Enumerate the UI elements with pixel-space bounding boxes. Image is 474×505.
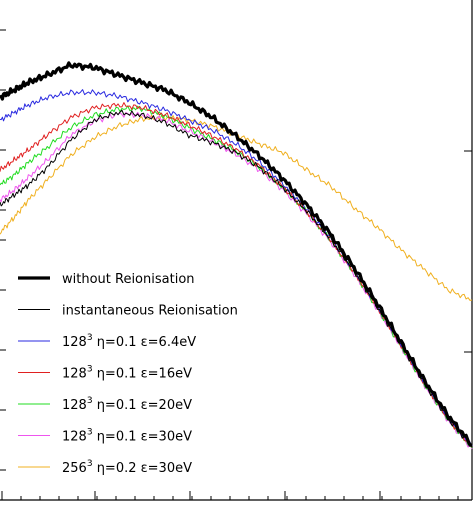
legend-label: instantaneous Reionisation: [62, 304, 238, 319]
legend-label: 1283 η=0.1 ε=30eV: [62, 428, 192, 445]
legend-label-sup: 3: [87, 459, 93, 469]
legend: without Reionisation instantaneous Reioni…: [18, 272, 238, 476]
legend-item: 1283 η=0.1 ε=30eV: [18, 428, 192, 445]
legend-label: 2563 η=0.2 ε=30eV: [62, 459, 192, 476]
legend-label-prefix: 128: [62, 335, 87, 350]
legend-label-rest: η=0.1 ε=20eV: [93, 398, 193, 413]
legend-label: 1283 η=0.1 ε=16eV: [62, 365, 192, 382]
legend-label-rest: η=0.1 ε=16eV: [93, 367, 193, 382]
legend-label: without Reionisation: [62, 272, 195, 287]
legend-label-prefix: 256: [62, 461, 87, 476]
series-line-6: [0, 114, 473, 301]
series-line-2: [0, 89, 473, 447]
legend-item: instantaneous Reionisation: [18, 304, 238, 319]
legend-item: without Reionisation: [18, 272, 195, 287]
series-line-0: [0, 61, 473, 447]
legend-label-prefix: 128: [62, 367, 87, 382]
legend-item: 1283 η=0.1 ε=16eV: [18, 365, 192, 382]
legend-item: 2563 η=0.2 ε=30eV: [18, 459, 192, 476]
legend-item: 1283 η=0.1 ε=20eV: [18, 396, 192, 413]
legend-label-prefix: 128: [62, 430, 87, 445]
legend-label-prefix: instantaneous Reionisation: [62, 304, 238, 319]
legend-label-sup: 3: [87, 365, 93, 375]
legend-label-rest: η=0.2 ε=30eV: [93, 461, 193, 476]
legend-label: 1283 η=0.1 ε=20eV: [62, 396, 192, 413]
legend-label-sup: 3: [87, 428, 93, 438]
legend-item: 1283 η=0.1 ε=6.4eV: [18, 333, 196, 350]
legend-label-sup: 3: [87, 333, 93, 343]
legend-label-rest: η=0.1 ε=30eV: [93, 430, 193, 445]
series-line-3: [0, 102, 473, 448]
plot-area: [0, 61, 473, 450]
legend-label-prefix: without Reionisation: [62, 272, 195, 287]
legend-label-sup: 3: [87, 396, 93, 406]
legend-label-rest: η=0.1 ε=6.4eV: [93, 335, 197, 350]
legend-label-prefix: 128: [62, 398, 87, 413]
legend-label: 1283 η=0.1 ε=6.4eV: [62, 333, 196, 350]
